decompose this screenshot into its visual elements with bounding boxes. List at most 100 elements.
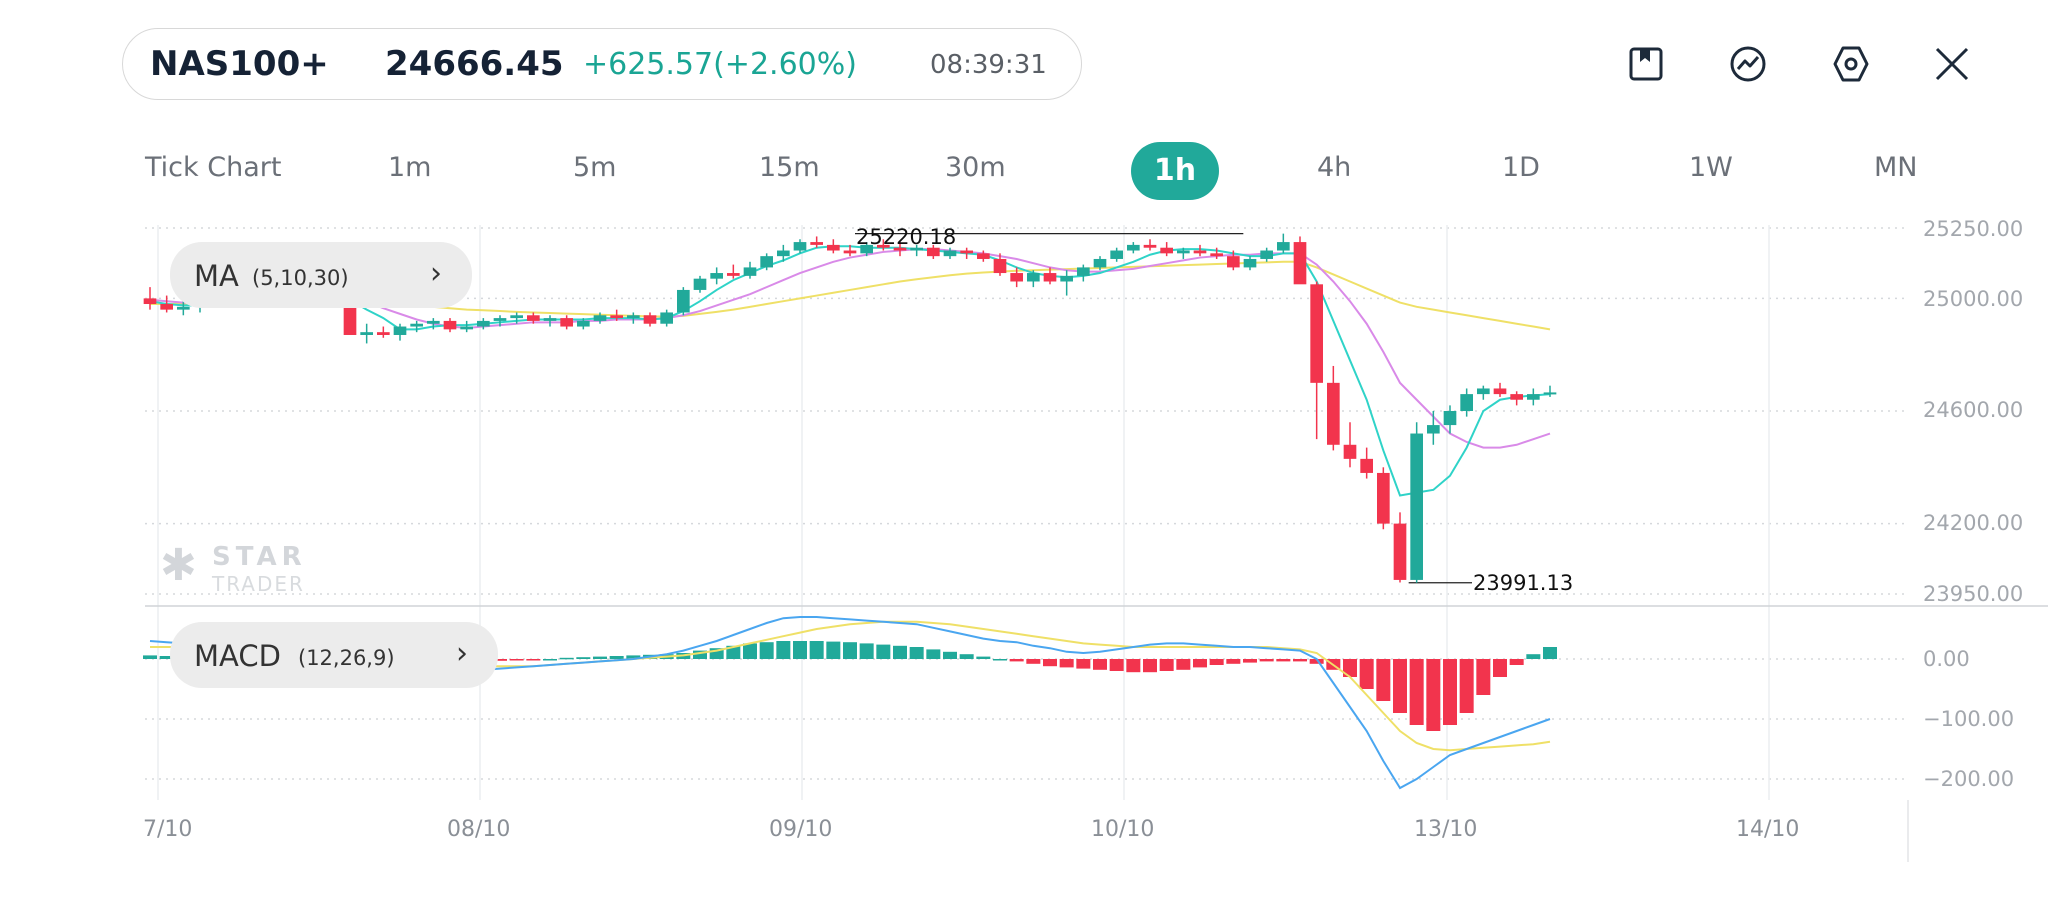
candle-body <box>793 242 807 251</box>
candle-body <box>543 318 557 321</box>
macd-histogram-bar <box>1043 659 1057 667</box>
candle-body <box>1127 244 1140 251</box>
candle-body <box>1043 273 1057 282</box>
candle-body <box>1360 458 1373 473</box>
candle-body <box>1377 472 1390 524</box>
candle-body <box>143 298 157 305</box>
low-marker: 23991.13 <box>1473 571 1574 595</box>
candle-body <box>527 315 540 321</box>
macd-histogram-bar <box>1293 659 1307 662</box>
candle-body <box>1410 433 1423 580</box>
candle-body <box>593 315 607 321</box>
candle-body <box>160 304 173 310</box>
candle-body <box>477 320 490 327</box>
macd-histogram-bar <box>1093 659 1107 670</box>
candle-body <box>493 318 507 321</box>
candle-body <box>1210 253 1223 257</box>
candle-body <box>1327 382 1340 445</box>
macd-histogram-bar <box>843 642 857 659</box>
macd-histogram-bar <box>1426 659 1441 731</box>
tf-5m[interactable]: 5m <box>573 152 617 183</box>
macd-histogram-bar <box>776 641 791 659</box>
tf-1m[interactable]: 1m <box>388 152 432 183</box>
macd-tick-minus100: −100.00 <box>1923 707 2015 731</box>
macd-histogram-bar <box>593 656 607 659</box>
candle-body <box>1010 273 1023 282</box>
macd-histogram-bar <box>1493 659 1507 677</box>
high-marker: 25220.18 <box>856 225 957 249</box>
macd-histogram-bar <box>693 650 707 659</box>
date-label: 7/10 <box>143 817 193 842</box>
macd-histogram-bar <box>1543 647 1557 659</box>
bookmark-icon[interactable] <box>1626 44 1666 84</box>
macd-histogram-bar <box>1193 659 1207 668</box>
macd-histogram-bar <box>626 655 641 659</box>
candle-body <box>810 242 823 245</box>
y-tick-25250: 25250.00 <box>1923 217 2024 241</box>
candle-body <box>1393 523 1407 580</box>
macd-histogram-bar <box>1359 659 1374 689</box>
macd-histogram-bar <box>1509 659 1524 665</box>
macd-histogram-bar <box>509 659 524 661</box>
macd-histogram-bar <box>1393 659 1407 713</box>
macd-histogram-bar <box>159 656 174 659</box>
candle-body <box>643 315 657 324</box>
macd-histogram-bar <box>943 651 957 659</box>
macd-histogram-bar <box>1309 659 1324 664</box>
tf-1d[interactable]: 1D <box>1502 152 1540 183</box>
candle-body <box>1543 392 1557 395</box>
candle-body <box>1460 394 1473 411</box>
candle-body <box>960 250 973 254</box>
macd-histogram-bar <box>1243 659 1257 663</box>
tf-1h[interactable]: 1h <box>1131 142 1219 200</box>
candle-body <box>443 320 457 330</box>
watermark-line2: TRADER <box>212 572 305 596</box>
macd-histogram-bar <box>1476 659 1491 695</box>
tf-30m[interactable]: 30m <box>945 152 1006 183</box>
settings-icon[interactable] <box>1831 44 1871 84</box>
date-label: 13/10 <box>1414 817 1478 842</box>
chevron-right-icon: › <box>456 636 468 671</box>
watermark-line1: STAR <box>212 542 307 572</box>
macd-histogram-bar <box>1109 659 1124 671</box>
candle-body <box>1227 256 1240 268</box>
candle-body <box>177 306 190 310</box>
macd-indicator-pill[interactable]: MACD (12,26,9) › <box>170 622 498 688</box>
tf-1w[interactable]: 1W <box>1689 152 1733 183</box>
candle-body <box>627 315 640 319</box>
ma-label: MA <box>194 259 239 293</box>
ma-indicator-pill[interactable]: MA (5,10,30) › <box>170 242 472 308</box>
macd-histogram-bar <box>726 645 741 659</box>
macd-histogram-bar <box>493 659 507 661</box>
macd-histogram-bar <box>526 659 541 661</box>
candle-body <box>1293 242 1307 285</box>
candle-body <box>1027 273 1040 282</box>
candle-body <box>877 244 890 248</box>
candle-body <box>1160 247 1173 254</box>
candle-body <box>377 332 390 335</box>
trend-icon[interactable] <box>1728 44 1768 84</box>
price-change: +625.57(+2.60%) <box>583 47 857 82</box>
macd-histogram-bar <box>909 647 924 659</box>
tf-15m[interactable]: 15m <box>759 152 820 183</box>
candle-body <box>1093 258 1107 268</box>
candle-body <box>977 253 990 259</box>
tf-4h[interactable]: 4h <box>1317 152 1352 183</box>
macd-tick-minus200: −200.00 <box>1923 767 2015 791</box>
candle-body <box>410 323 423 327</box>
macd-histogram-bar <box>609 656 624 659</box>
macd-params: (12,26,9) <box>298 646 395 670</box>
candle-body <box>1277 242 1290 251</box>
macd-histogram-bar <box>743 643 757 659</box>
tf-tick-chart[interactable]: Tick Chart <box>145 152 282 183</box>
current-price: 24666.45 <box>385 44 564 84</box>
candle-body <box>393 326 407 335</box>
candle-body <box>1060 275 1073 282</box>
tf-mn[interactable]: MN <box>1874 152 1918 183</box>
candle-body <box>1177 250 1190 254</box>
close-icon[interactable] <box>1932 44 1972 84</box>
macd-histogram-bar <box>826 641 841 659</box>
y-tick-24600: 24600.00 <box>1923 398 2024 422</box>
symbol-header[interactable] <box>122 28 1082 100</box>
